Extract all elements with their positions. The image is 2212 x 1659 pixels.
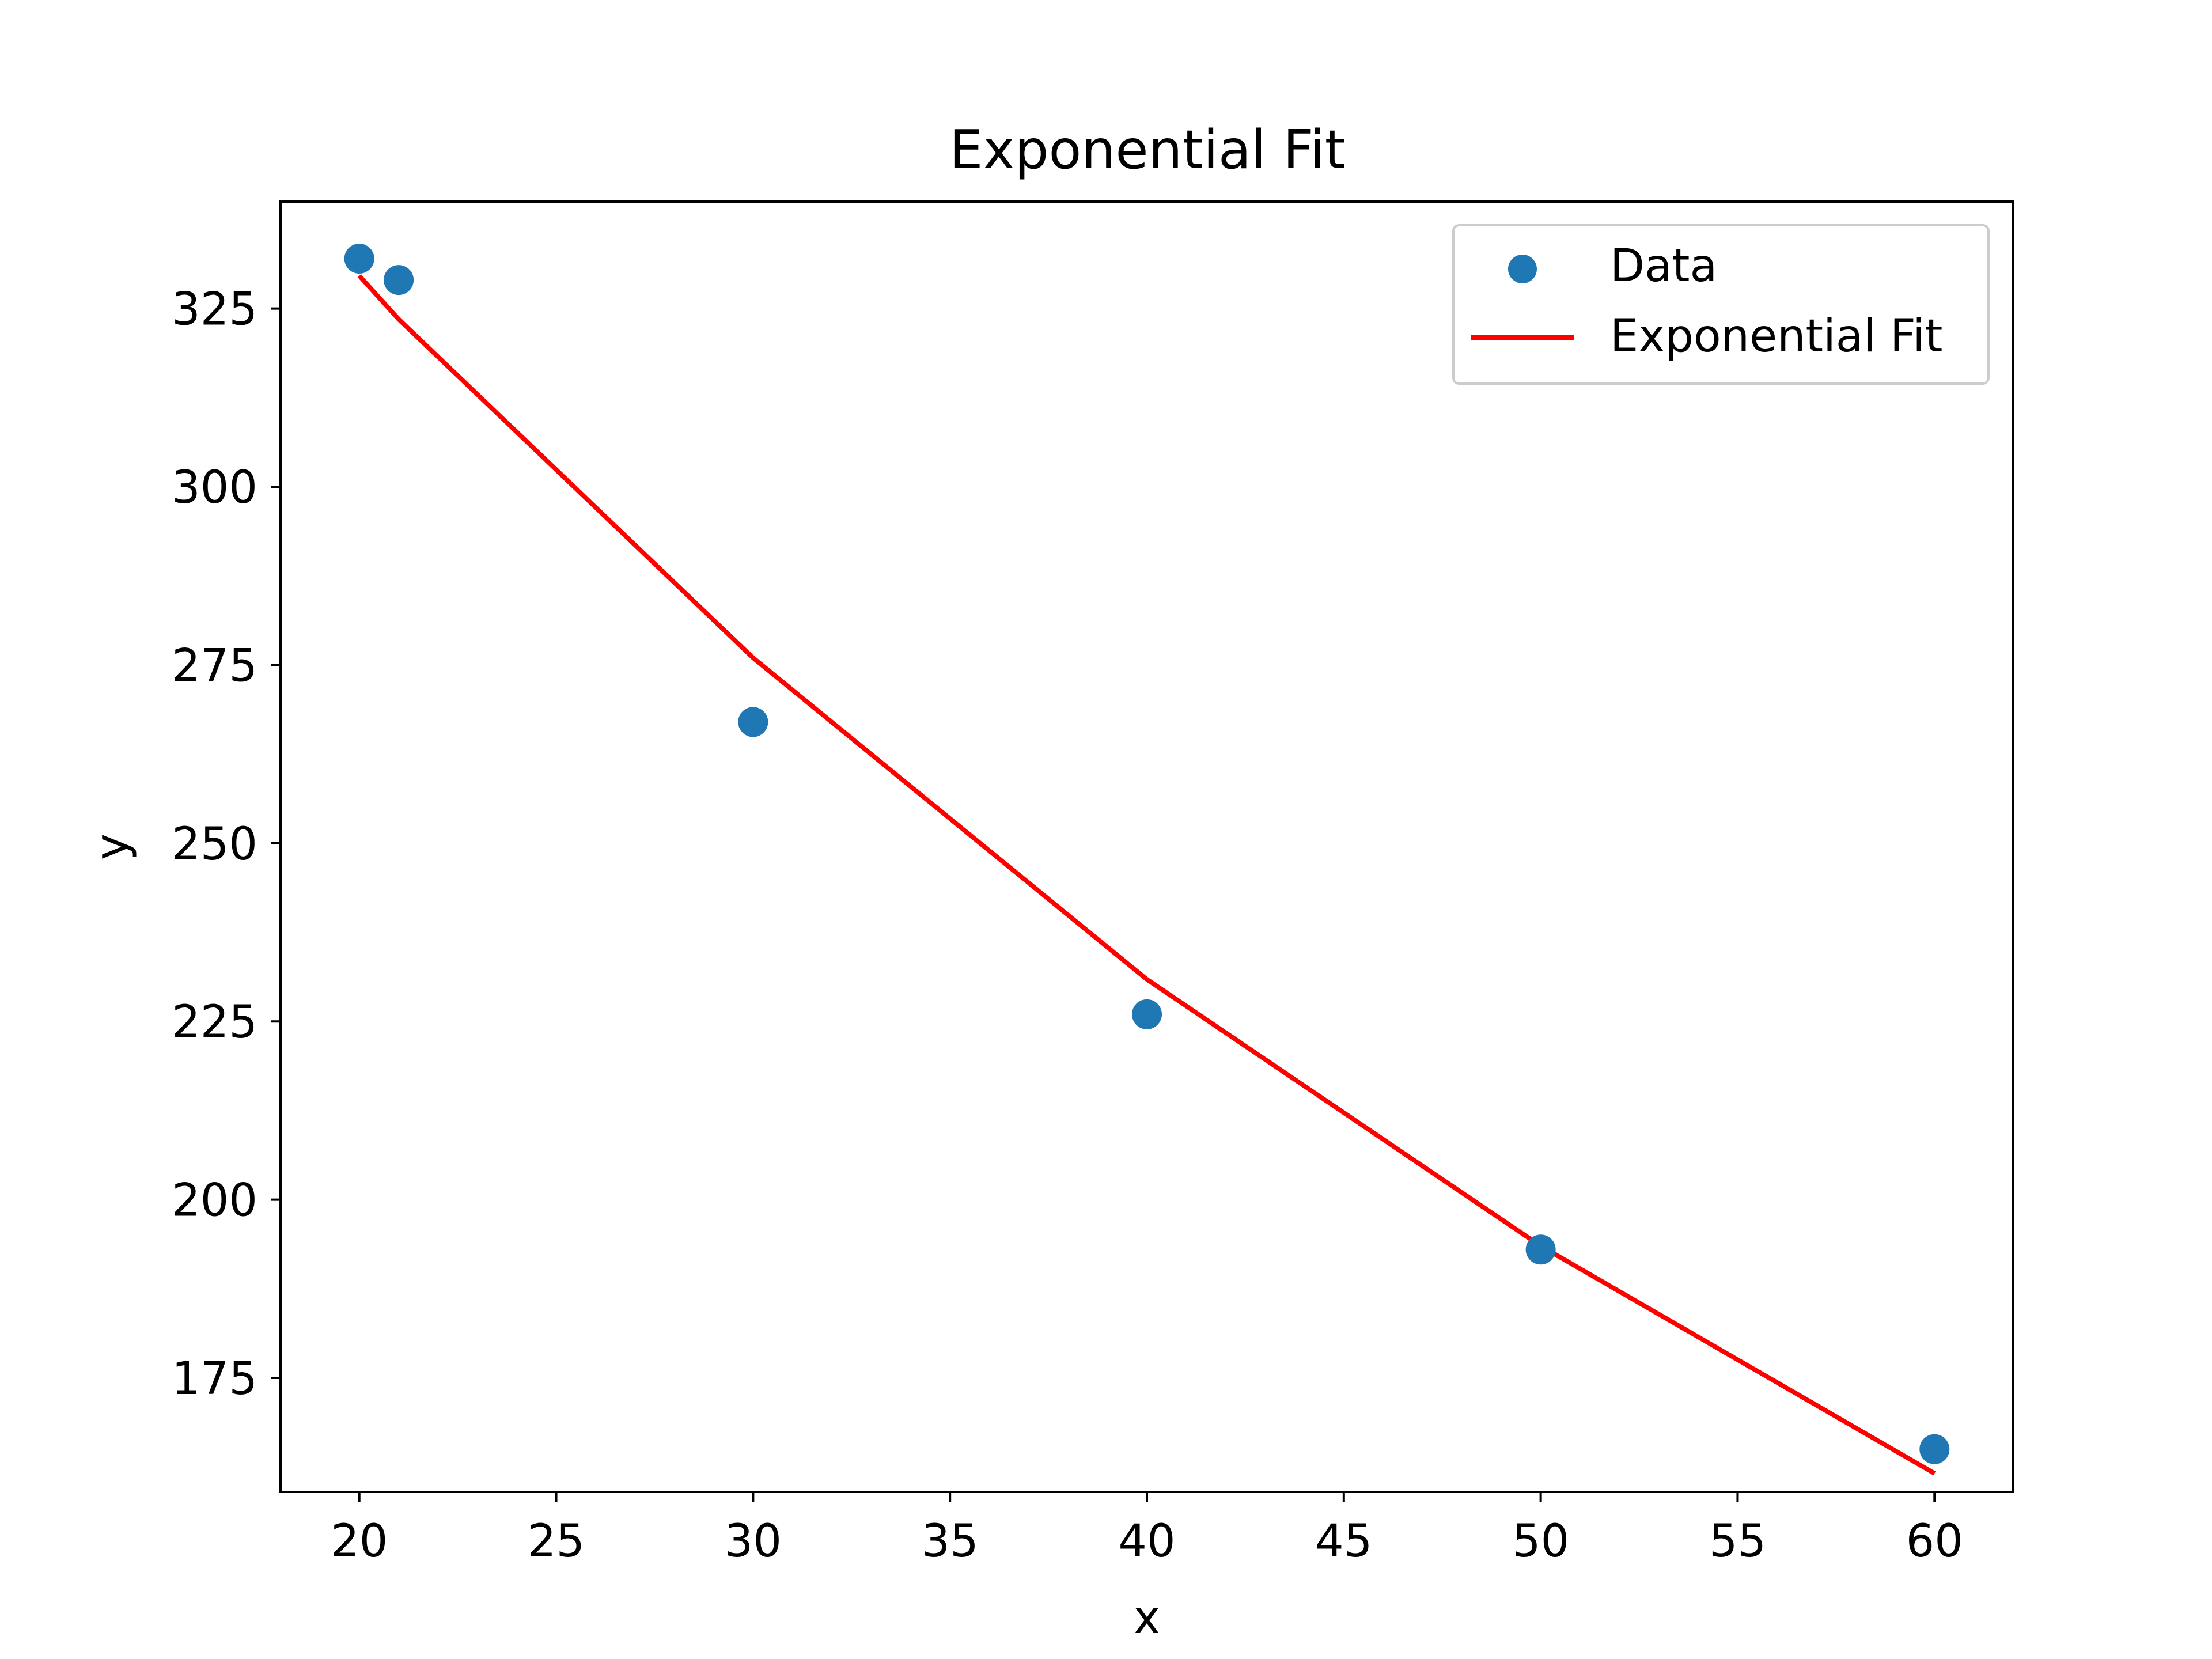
y-tick-label: 275 bbox=[172, 640, 257, 692]
x-tick-label: 50 bbox=[1512, 1516, 1569, 1567]
data-point bbox=[1919, 1434, 1950, 1464]
y-tick-label: 300 bbox=[172, 462, 257, 514]
x-tick-label: 20 bbox=[331, 1516, 388, 1567]
scatter-point-layer bbox=[344, 244, 1950, 1464]
x-tick-label: 60 bbox=[1906, 1516, 1963, 1567]
data-point bbox=[1525, 1234, 1556, 1265]
fit-line-layer bbox=[357, 274, 1936, 1476]
x-tick-label: 55 bbox=[1709, 1516, 1766, 1567]
legend-box bbox=[1452, 224, 1990, 385]
fit-line bbox=[357, 274, 1936, 1476]
x-tick-label: 25 bbox=[528, 1516, 585, 1567]
y-axis-label: y bbox=[86, 834, 138, 860]
data-point bbox=[738, 707, 768, 737]
y-tick-label: 250 bbox=[172, 819, 257, 870]
y-tick-label: 225 bbox=[172, 997, 257, 1048]
legend: Data Exponential Fit bbox=[1452, 224, 1990, 385]
legend-data-label: Data bbox=[1610, 240, 1717, 292]
y-axis-ticks: 175 200 225 250 275 300 325 bbox=[172, 284, 281, 1405]
chart-title: Exponential Fit bbox=[949, 119, 1346, 181]
y-tick-label: 200 bbox=[172, 1175, 257, 1227]
y-tick-label: 325 bbox=[172, 284, 257, 336]
plot-area bbox=[281, 202, 2013, 1492]
x-tick-label: 30 bbox=[725, 1516, 782, 1567]
legend-fit-label: Exponential Fit bbox=[1610, 310, 1943, 362]
data-point bbox=[384, 265, 414, 296]
x-tick-label: 40 bbox=[1118, 1516, 1175, 1567]
data-point bbox=[344, 244, 374, 274]
x-tick-label: 35 bbox=[922, 1516, 979, 1567]
x-tick-label: 45 bbox=[1315, 1516, 1372, 1567]
y-tick-label: 175 bbox=[172, 1353, 257, 1405]
legend-data-marker bbox=[1508, 255, 1537, 283]
x-axis-label: x bbox=[1134, 1592, 1160, 1644]
x-axis-ticks: 20 25 30 35 40 45 50 55 60 bbox=[331, 1492, 1963, 1567]
data-point bbox=[1132, 999, 1162, 1029]
